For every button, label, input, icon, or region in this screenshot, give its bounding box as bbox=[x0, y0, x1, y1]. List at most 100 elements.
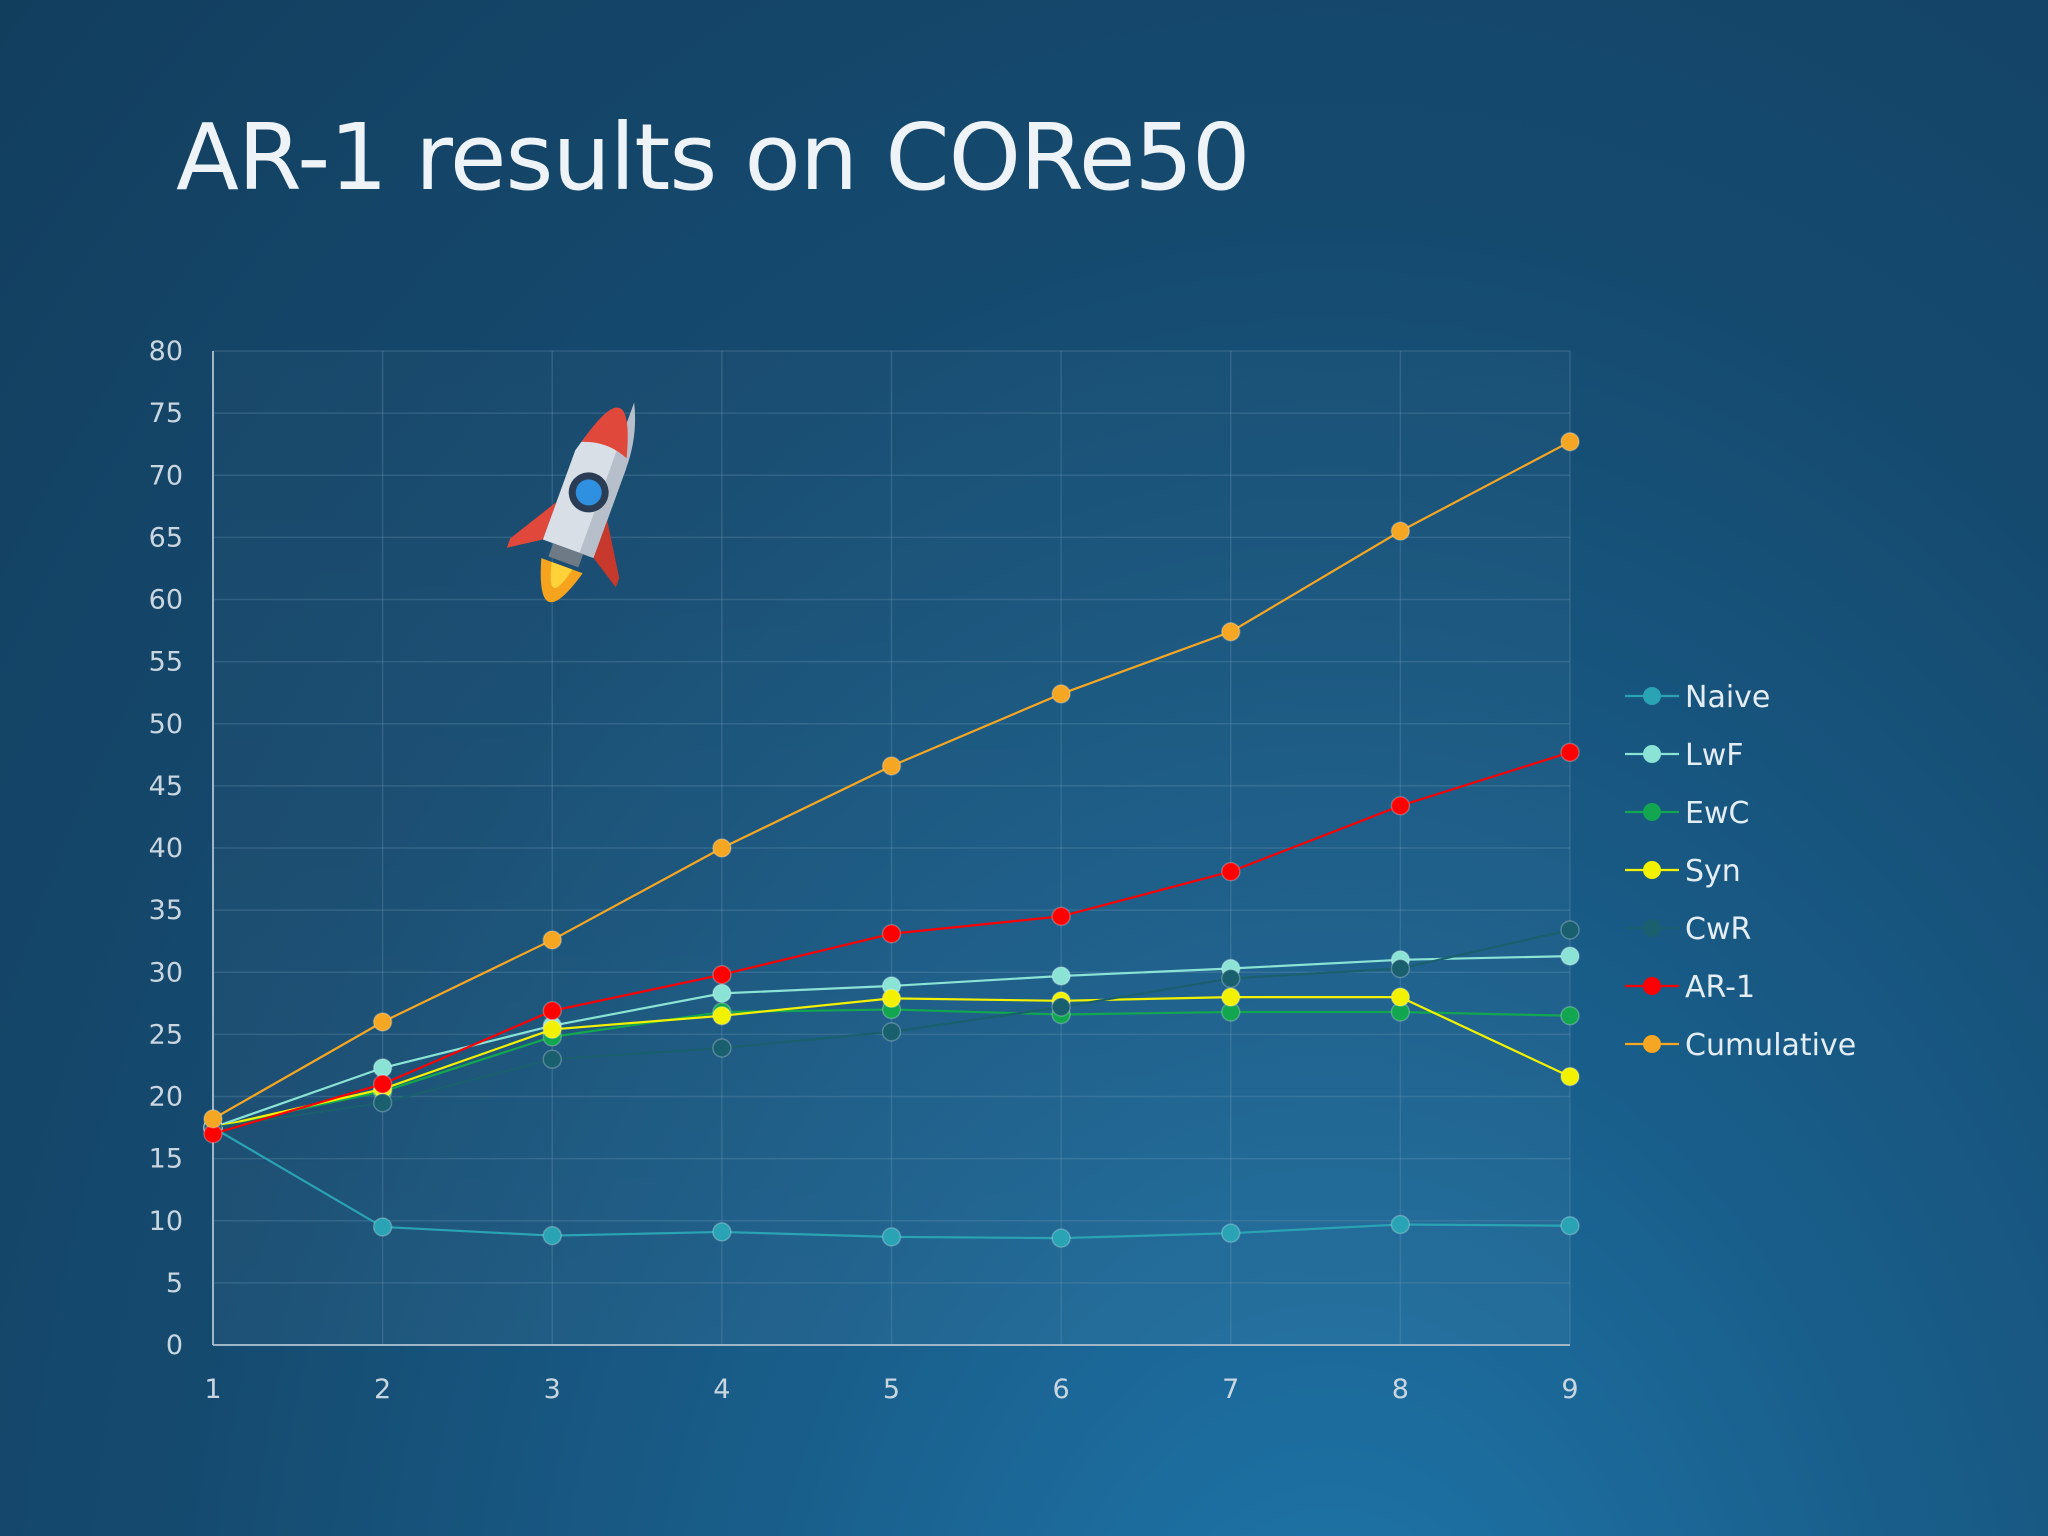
legend-item-ewc: EwC bbox=[1625, 796, 1749, 831]
data-point-cumulative bbox=[542, 930, 562, 950]
legend-label: CwR bbox=[1685, 912, 1751, 947]
data-point-cumulative bbox=[1051, 684, 1071, 704]
legend-label: Cumulative bbox=[1685, 1028, 1856, 1063]
data-point-ar-1 bbox=[881, 923, 902, 944]
y-tick-label: 30 bbox=[149, 957, 183, 988]
y-tick-label: 25 bbox=[149, 1019, 183, 1050]
data-point-lwf bbox=[1051, 966, 1071, 986]
y-tick-label: 20 bbox=[149, 1082, 183, 1113]
data-point-cwr bbox=[1560, 920, 1580, 940]
data-point-ar-1 bbox=[712, 964, 732, 985]
y-tick-label: 65 bbox=[149, 522, 183, 553]
legend-marker bbox=[1643, 977, 1661, 995]
data-point-ar-1 bbox=[1221, 861, 1241, 882]
data-point-syn bbox=[1390, 987, 1411, 1007]
data-point-cwr bbox=[542, 1049, 562, 1069]
plot-area bbox=[213, 351, 1570, 1345]
data-point-ewc bbox=[1560, 1005, 1580, 1026]
x-tick-label: 9 bbox=[1561, 1374, 1578, 1405]
legend-marker bbox=[1643, 861, 1661, 879]
data-point-lwf bbox=[372, 1058, 393, 1078]
x-tick-label: 3 bbox=[544, 1374, 561, 1405]
legend: Naive LwF EwC Syn CwR AR-1 Cumulative bbox=[1625, 680, 1856, 1063]
rocket-icon bbox=[506, 402, 636, 603]
data-point-cumulative bbox=[1560, 431, 1580, 452]
data-point-lwf bbox=[1560, 946, 1580, 966]
y-tick-label: 5 bbox=[166, 1268, 183, 1299]
data-point-cwr bbox=[881, 1022, 902, 1042]
y-tick-label: 60 bbox=[149, 585, 183, 616]
data-point-syn bbox=[712, 1005, 732, 1026]
x-tick-label: 8 bbox=[1392, 1374, 1409, 1405]
y-tick-label: 40 bbox=[149, 833, 183, 864]
series-cumulative bbox=[203, 431, 1580, 1129]
slide-title: AR-1 results on CORe50 bbox=[176, 104, 1251, 211]
y-tick-label: 80 bbox=[149, 336, 183, 367]
data-point-naive bbox=[881, 1227, 902, 1247]
data-point-cumulative bbox=[881, 756, 902, 776]
data-point-syn bbox=[1560, 1066, 1580, 1087]
series bbox=[203, 431, 1580, 1248]
data-point-cumulative bbox=[372, 1012, 393, 1032]
data-point-lwf bbox=[712, 983, 732, 1004]
grid bbox=[213, 350, 1571, 1345]
data-point-cwr bbox=[1051, 997, 1071, 1017]
data-point-cumulative bbox=[1390, 521, 1411, 541]
legend-marker bbox=[1643, 919, 1661, 937]
data-point-ar-1 bbox=[1560, 742, 1580, 763]
data-point-syn bbox=[1221, 987, 1241, 1007]
data-point-naive bbox=[1051, 1228, 1071, 1248]
legend-item-cumulative: Cumulative bbox=[1625, 1028, 1856, 1063]
data-point-ar-1 bbox=[1390, 796, 1411, 816]
y-tick-label: 50 bbox=[149, 709, 183, 740]
y-tick-label: 55 bbox=[149, 647, 183, 678]
legend-label: AR-1 bbox=[1685, 970, 1755, 1005]
x-tick-label: 7 bbox=[1222, 1374, 1239, 1405]
data-point-ar-1 bbox=[542, 1001, 562, 1021]
data-point-naive bbox=[372, 1217, 393, 1237]
x-tick-label: 6 bbox=[1053, 1374, 1070, 1405]
data-point-ar-1 bbox=[372, 1074, 393, 1094]
data-point-naive bbox=[542, 1225, 562, 1246]
legend-marker bbox=[1643, 745, 1661, 763]
x-tick-label: 2 bbox=[374, 1374, 391, 1405]
data-point-syn bbox=[881, 988, 902, 1009]
data-point-cwr bbox=[1390, 958, 1411, 979]
data-point-cwr bbox=[1221, 968, 1241, 989]
legend-item-cwr: CwR bbox=[1625, 912, 1751, 947]
y-tick-label: 15 bbox=[149, 1144, 183, 1175]
data-point-cwr bbox=[372, 1092, 393, 1113]
y-tick-label: 45 bbox=[149, 771, 183, 802]
y-tick-label: 70 bbox=[149, 460, 183, 491]
data-point-ar-1 bbox=[1051, 906, 1071, 927]
legend-item-syn: Syn bbox=[1625, 854, 1741, 889]
data-point-naive bbox=[712, 1222, 732, 1242]
data-point-syn bbox=[542, 1019, 562, 1040]
x-tick-label: 5 bbox=[883, 1374, 900, 1405]
data-point-cumulative bbox=[1221, 622, 1241, 642]
legend-marker bbox=[1643, 687, 1661, 705]
x-tick-label: 4 bbox=[713, 1374, 730, 1405]
y-tick-label: 10 bbox=[149, 1206, 183, 1237]
x-tick-label: 1 bbox=[204, 1374, 221, 1405]
legend-label: Naive bbox=[1685, 680, 1770, 715]
series-ar-1 bbox=[203, 742, 1580, 1144]
legend-item-ar-1: AR-1 bbox=[1625, 970, 1755, 1005]
legend-item-lwf: LwF bbox=[1625, 738, 1744, 773]
legend-marker bbox=[1643, 1035, 1661, 1053]
data-point-cwr bbox=[712, 1038, 732, 1058]
y-tick-label: 75 bbox=[149, 398, 183, 429]
legend-marker bbox=[1643, 803, 1661, 821]
y-tick-label: 35 bbox=[149, 895, 183, 926]
data-point-naive bbox=[1560, 1215, 1580, 1236]
y-tick-label: 0 bbox=[166, 1330, 183, 1361]
legend-item-naive: Naive bbox=[1625, 680, 1770, 715]
data-point-naive bbox=[1221, 1223, 1241, 1243]
legend-label: LwF bbox=[1685, 738, 1744, 773]
legend-label: EwC bbox=[1685, 796, 1749, 831]
legend-label: Syn bbox=[1685, 854, 1741, 889]
data-point-cumulative bbox=[712, 838, 732, 858]
data-point-naive bbox=[1390, 1214, 1411, 1235]
